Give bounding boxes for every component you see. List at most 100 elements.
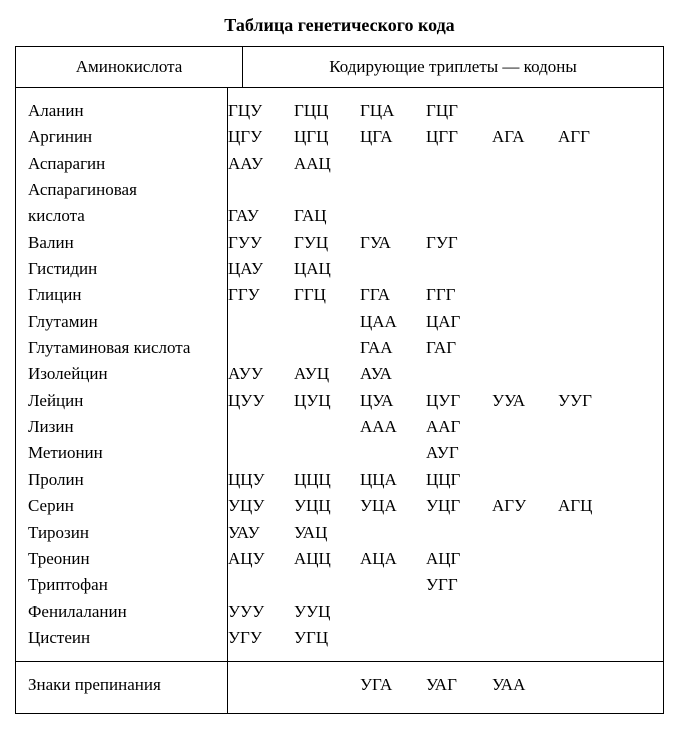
codon-cell: ГГГ: [426, 282, 492, 308]
codon-cell: ЦГЦ: [294, 124, 360, 150]
codon-cell: [558, 414, 624, 440]
codon-cell: [558, 151, 624, 177]
codon-cell: [492, 282, 558, 308]
table-footer-row: Знаки препинания УГА УАГ УАА: [16, 662, 664, 713]
codon-cell: АГГ: [558, 124, 624, 150]
table-row: АргининЦГУЦГЦЦГАЦГГАГААГГ: [28, 124, 655, 150]
amino-name: кислота: [28, 203, 228, 229]
codon-cell: УЦА: [360, 493, 426, 519]
codon-cell: [492, 361, 558, 387]
codon-cell: [558, 599, 624, 625]
header-amino: Аминокислота: [16, 47, 243, 88]
vertical-divider: [227, 662, 228, 712]
codon-cell: [492, 414, 558, 440]
amino-name: Изолейцин: [28, 361, 228, 387]
codon-cell: [558, 230, 624, 256]
amino-name: Лейцин: [28, 388, 228, 414]
codon-cell: ЦЦЦ: [294, 467, 360, 493]
codon-cell: [228, 440, 294, 466]
codon-group: ЦЦУЦЦЦЦЦАЦЦГ: [228, 467, 655, 493]
codon-cell: [360, 151, 426, 177]
genetic-code-table: Аминокислота Кодирующие триплеты — кодон…: [15, 46, 664, 714]
codon-cell: [228, 414, 294, 440]
codon-cell: АЦЦ: [294, 546, 360, 572]
header-codons: Кодирующие триплеты — кодоны: [243, 47, 664, 88]
table-row: ЦистеинУГУУГЦ: [28, 625, 655, 651]
codon-cell: АУГ: [426, 440, 492, 466]
codon-cell: [492, 98, 558, 124]
codon-cell: УУГ: [558, 388, 624, 414]
codon-cell: ЦЦА: [360, 467, 426, 493]
amino-name: Фенилаланин: [28, 599, 228, 625]
codon-group: УАУУАЦ: [228, 520, 655, 546]
table-row: ЛейцинЦУУЦУЦЦУАЦУГУУАУУГ: [28, 388, 655, 414]
amino-name: Аланин: [28, 98, 228, 124]
codon-cell: [360, 520, 426, 546]
amino-name: Аспарагин: [28, 151, 228, 177]
codon-cell: [294, 309, 360, 335]
codon-cell: ЦУЦ: [294, 388, 360, 414]
codon-group: ЦАУЦАЦ: [228, 256, 655, 282]
codon-cell: [492, 625, 558, 651]
codon-cell: УУЦ: [294, 599, 360, 625]
codon-cell: УАЦ: [294, 520, 360, 546]
table-row: СеринУЦУУЦЦУЦАУЦГАГУАГЦ: [28, 493, 655, 519]
codon-cell: УАА: [492, 672, 558, 698]
codon-group: УГГ: [228, 572, 655, 598]
table-row: ГлицинГГУГГЦГГАГГГ: [28, 282, 655, 308]
amino-name: Метионин: [28, 440, 228, 466]
codon-cell: ААА: [360, 414, 426, 440]
codon-cell: [228, 177, 294, 203]
codon-cell: ААГ: [426, 414, 492, 440]
codon-cell: УГУ: [228, 625, 294, 651]
table-row: АланинГЦУГЦЦГЦАГЦГ: [28, 98, 655, 124]
amino-name: Лизин: [28, 414, 228, 440]
codon-cell: [492, 546, 558, 572]
table-row: кислотаГАУГАЦ: [28, 203, 655, 229]
table-row: Метионин АУГ: [28, 440, 655, 466]
codon-cell: [558, 520, 624, 546]
codon-cell: УЦУ: [228, 493, 294, 519]
codon-cell: [294, 572, 360, 598]
codon-cell: ЦАГ: [426, 309, 492, 335]
codon-cell: ГЦА: [360, 98, 426, 124]
codon-cell: [558, 546, 624, 572]
amino-name: Глутаминовая кислота: [28, 335, 228, 361]
amino-name: Пролин: [28, 467, 228, 493]
codon-cell: УГА: [360, 672, 426, 698]
codon-cell: АУУ: [228, 361, 294, 387]
amino-name: Триптофан: [28, 572, 228, 598]
codon-group: АУГ: [228, 440, 655, 466]
codon-cell: ГГА: [360, 282, 426, 308]
codon-cell: [558, 309, 624, 335]
codon-cell: АЦГ: [426, 546, 492, 572]
codon-cell: ЦАА: [360, 309, 426, 335]
codon-cell: ЦГА: [360, 124, 426, 150]
codon-cell: ГГУ: [228, 282, 294, 308]
codon-group: УГУУГЦ: [228, 625, 655, 651]
codon-group: ГУУГУЦГУАГУГ: [228, 230, 655, 256]
codon-cell: [492, 572, 558, 598]
codon-cell: ЦАУ: [228, 256, 294, 282]
codon-cell: АУЦ: [294, 361, 360, 387]
table-row: ТирозинУАУУАЦ: [28, 520, 655, 546]
table-header-row: Аминокислота Кодирующие триплеты — кодон…: [16, 47, 664, 88]
codon-cell: [492, 467, 558, 493]
codon-cell: [426, 599, 492, 625]
codon-cell: [492, 520, 558, 546]
codon-cell: ГАЦ: [294, 203, 360, 229]
codon-group: ГЦУГЦЦГЦАГЦГ: [228, 98, 655, 124]
table-row: Аспарагиновая: [28, 177, 655, 203]
codon-cell: [360, 440, 426, 466]
codon-cell: [492, 440, 558, 466]
codon-cell: ААУ: [228, 151, 294, 177]
codon-cell: ГАА: [360, 335, 426, 361]
codon-cell: УАГ: [426, 672, 492, 698]
codon-cell: [492, 335, 558, 361]
codon-cell: ЦАЦ: [294, 256, 360, 282]
codon-cell: АГА: [492, 124, 558, 150]
codon-cell: ГАУ: [228, 203, 294, 229]
codon-cell: ЦГГ: [426, 124, 492, 150]
codon-cell: [558, 203, 624, 229]
codon-cell: [426, 203, 492, 229]
